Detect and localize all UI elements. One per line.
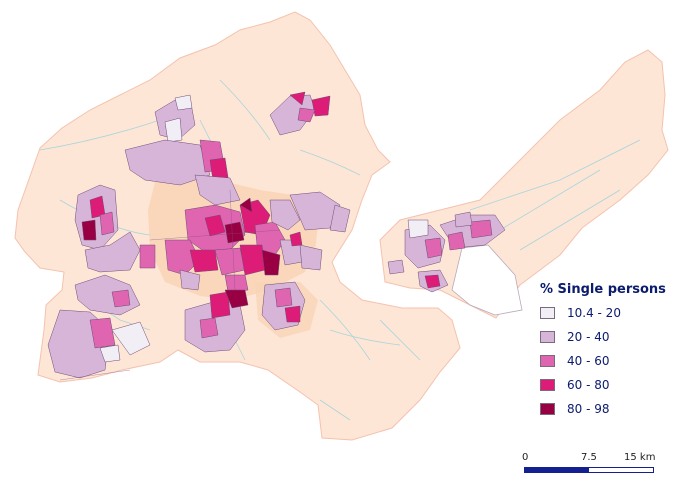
road-lines [59, 189, 281, 381]
legend-swatch [540, 355, 555, 367]
legend-swatch [540, 307, 555, 319]
legend-item: 10.4 - 20 [540, 305, 670, 321]
legend-title: % Single persons [540, 282, 666, 297]
legend: % Single persons 10.4 - 20 20 - 40 40 - … [540, 282, 670, 425]
scale-bar: 0 7.5 15 km [522, 452, 656, 478]
legend-label: 80 - 98 [567, 402, 610, 416]
legend-label: 10.4 - 20 [567, 306, 621, 320]
scale-bar-graphic [524, 467, 654, 473]
districts [47, 91, 506, 379]
scale-label-start: 0 [522, 452, 529, 463]
legend-swatch [540, 331, 555, 343]
legend-item: 20 - 40 [540, 329, 670, 345]
legend-item: 80 - 98 [540, 401, 670, 417]
scale-label-end: 15 km [624, 452, 656, 463]
legend-swatch [540, 403, 555, 415]
legend-item: 60 - 80 [540, 377, 670, 393]
scale-segment-empty [589, 468, 653, 472]
scale-label-mid: 7.5 [581, 452, 597, 463]
municipality-east [379, 49, 669, 319]
legend-label: 20 - 40 [567, 330, 610, 344]
scale-segment-filled [525, 468, 589, 472]
legend-label: 60 - 80 [567, 378, 610, 392]
legend-label: 40 - 60 [567, 354, 610, 368]
excluded-area [451, 244, 523, 316]
legend-item: 40 - 60 [540, 353, 670, 369]
legend-swatch [540, 379, 555, 391]
